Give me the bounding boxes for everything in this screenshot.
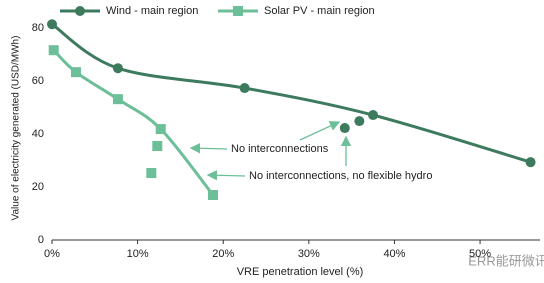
arrow [299, 121, 341, 141]
x-tick-label: 20% [212, 248, 234, 260]
y-axis-label: Value of electricity generated (USD/MWh) [11, 36, 22, 221]
scenario-point [354, 116, 365, 127]
data-point [239, 83, 250, 94]
data-point [155, 124, 166, 135]
x-tick-label: 30% [298, 248, 320, 260]
scenario-point [146, 168, 157, 179]
legend-label: Wind - main region [106, 5, 198, 17]
data-point [525, 157, 536, 168]
data-point [207, 190, 218, 200]
legend-label: Solar PV - main region [264, 5, 375, 17]
annotation: No interconnections [231, 143, 329, 155]
annotation: No interconnections, no flexible hydro [249, 170, 432, 182]
arrow [189, 143, 228, 154]
data-point [368, 110, 379, 121]
x-tick-label: 50% [469, 248, 491, 260]
scenario-point [152, 141, 163, 152]
y-tick-label: 0 [38, 234, 44, 246]
arrow [206, 170, 246, 181]
data-point [70, 67, 81, 78]
y-tick-label: 60 [32, 75, 44, 87]
legend-marker [75, 6, 85, 16]
y-tick-label: 40 [32, 128, 44, 140]
data-point [112, 63, 123, 74]
legend-marker [233, 6, 243, 16]
x-axis-label: VRE penetration level (%) [237, 266, 364, 278]
series-line [51, 23, 532, 164]
x-tick-label: 40% [383, 248, 405, 260]
x-tick-label: 0% [44, 248, 60, 260]
watermark: ERR能研微讯 [468, 253, 544, 268]
data-point [112, 94, 123, 105]
data-point [48, 45, 59, 56]
y-tick-label: 80 [32, 22, 44, 34]
y-tick-label: 20 [32, 181, 44, 193]
data-point [47, 19, 57, 30]
x-tick-label: 10% [127, 248, 149, 260]
scenario-point [339, 123, 350, 134]
